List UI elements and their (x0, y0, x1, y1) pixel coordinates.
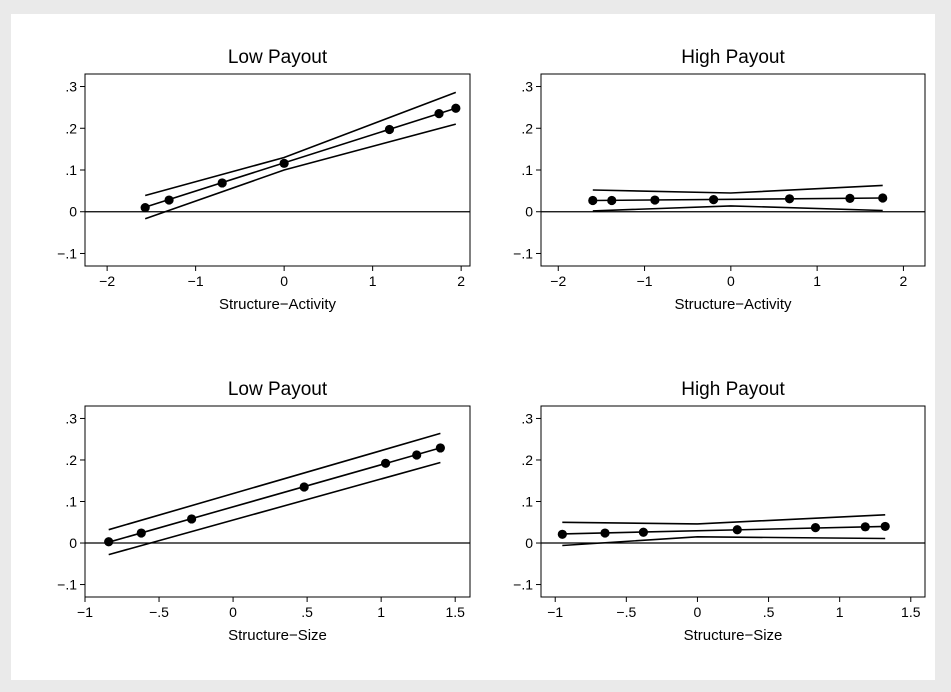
y-tick-label: .1 (521, 494, 533, 510)
x-tick-label: .5 (763, 604, 775, 620)
figure: Low Payout −.1 0 .1 .2 .3 −2 −1 0 1 2 Structure−Act… (11, 14, 935, 680)
chart-panel-4: High Payout −.1 0 .1 .2 .3 −1 −.5 0 .5 1 1.5 Structu… (513, 379, 926, 644)
y-tick-label: 0 (69, 535, 77, 551)
x-tick-label: −1 (188, 273, 204, 289)
x-tick-label: 1.5 (901, 604, 921, 620)
x-tick-label: 0 (727, 273, 735, 289)
upper-band-line (144, 91, 457, 197)
plot-frame (540, 73, 926, 267)
y-tick-label: 0 (69, 204, 77, 220)
lower-band-line (108, 461, 441, 556)
y-tick-label: −.1 (57, 245, 77, 261)
x-tick-label: 1 (369, 273, 377, 289)
x-tick-label: −2 (99, 273, 115, 289)
x-tick-label: −.5 (616, 604, 636, 620)
upper-band-line (592, 184, 883, 194)
x-tick-label: −2 (550, 273, 566, 289)
data-point (140, 202, 150, 213)
y-tick-label: .2 (521, 120, 533, 136)
y-tick-label: 0 (525, 204, 533, 220)
y-tick-label: .3 (65, 410, 77, 426)
y-tick-label: .2 (65, 120, 77, 136)
x-axis-label: Structure−Size (228, 627, 327, 644)
x-tick-label: 1.5 (445, 604, 465, 620)
x-tick-label: 0 (280, 273, 288, 289)
chart-grid: Low Payout −.1 0 .1 .2 .3 −2 −1 0 1 2 Structure−Act… (57, 47, 926, 644)
x-tick-label: −1 (547, 604, 563, 620)
upper-band-line (562, 514, 886, 525)
y-tick-label: .3 (65, 79, 77, 95)
y-tick-label: −.1 (513, 577, 533, 593)
y-tick-label: .3 (521, 79, 533, 95)
chart-panel-2: High Payout −.1 0 .1 .2 .3 −2 −1 0 1 2 Structure−Ac… (513, 47, 926, 313)
x-axis-label: Structure−Size (684, 627, 783, 644)
x-tick-label: 0 (694, 604, 702, 620)
x-tick-label: .5 (301, 604, 313, 620)
x-axis-label: Structure−Activity (674, 296, 792, 313)
fit-line (144, 107, 457, 208)
y-tick-label: −.1 (57, 577, 77, 593)
plot-frame (84, 405, 471, 598)
x-axis-label: Structure−Activity (219, 296, 337, 313)
y-tick-label: −.1 (513, 245, 533, 261)
y-tick-label: .1 (521, 162, 533, 178)
y-tick-label: .2 (521, 452, 533, 468)
lower-band-line (562, 535, 886, 547)
x-tick-label: −1 (637, 273, 653, 289)
plot-frame (540, 405, 926, 598)
data-point (451, 103, 461, 113)
y-tick-label: .3 (521, 410, 533, 426)
panel-title: High Payout (681, 379, 785, 400)
x-tick-label: 0 (229, 604, 237, 620)
y-tick-label: .2 (65, 452, 77, 468)
lower-band-line (592, 205, 883, 212)
y-tick-label: .1 (65, 162, 77, 178)
panel-title: Low Payout (228, 379, 328, 400)
x-tick-label: −.5 (149, 604, 169, 620)
upper-band-line (108, 432, 441, 531)
data-point (878, 193, 888, 203)
chart-panel-1: Low Payout −.1 0 .1 .2 .3 −2 −1 0 1 2 Structure−Act… (57, 47, 471, 313)
x-tick-label: −1 (77, 604, 93, 620)
x-tick-label: 1 (836, 604, 844, 620)
y-tick-label: .1 (65, 494, 77, 510)
panel-title: High Payout (681, 47, 785, 68)
panel-title: Low Payout (228, 47, 328, 68)
plot-frame (84, 73, 471, 267)
x-tick-label: 1 (813, 273, 821, 289)
fit-line (562, 525, 886, 535)
fit-line (108, 447, 441, 543)
chart-panel-3: Low Payout −.1 0 .1 .2 .3 −1 −.5 0 .5 1 1.5 Structur… (57, 379, 471, 644)
lower-band-line (144, 123, 457, 220)
x-tick-label: 2 (457, 273, 465, 289)
y-tick-label: 0 (525, 535, 533, 551)
x-tick-label: 1 (377, 604, 385, 620)
fit-line (592, 197, 883, 202)
data-point (588, 195, 598, 206)
x-tick-label: 2 (900, 273, 908, 289)
